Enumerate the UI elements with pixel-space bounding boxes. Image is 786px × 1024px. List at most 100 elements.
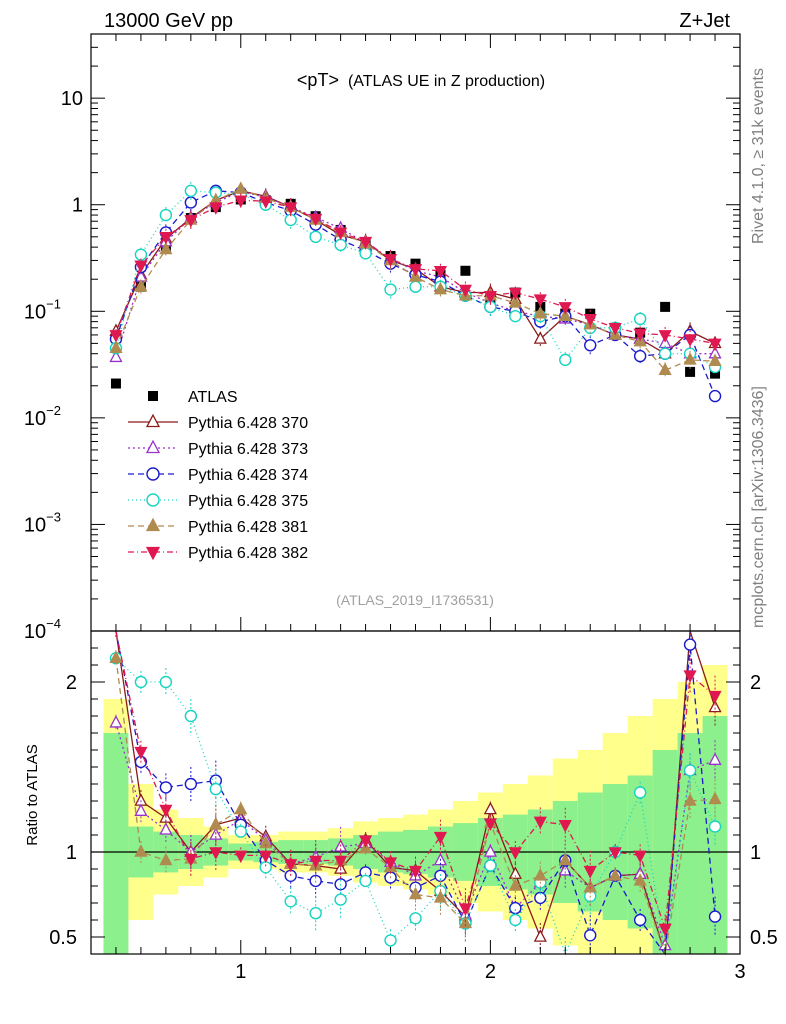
data-point [583,314,597,327]
data-point [309,213,323,227]
data-point [134,260,148,274]
data-point [284,202,298,215]
ratio-point [109,650,123,663]
ratio-point [159,822,173,835]
ratio-point [708,910,722,923]
data-point [234,195,248,209]
ratio-point [359,835,373,848]
header-right: Z+Jet [679,10,730,32]
ratio-point [134,746,148,760]
ratio-series-5 [115,630,722,943]
ratio-point [433,890,448,903]
y-tick-base: 10 [24,408,46,430]
ratio-series-4 [109,650,722,955]
data-point [633,312,647,326]
ratio-point [633,873,647,886]
data-point [433,266,448,279]
data-point [159,208,173,222]
legend-item-4: Pythia 6.428 375 [128,493,308,510]
y-tick-exp: −4 [46,616,61,631]
data-point [708,389,722,403]
data-point [109,340,123,354]
ratio-point [109,715,123,728]
ratio-point [284,895,297,908]
data-point [584,339,597,352]
y-tick-label: 10−3 [24,509,61,536]
ratio-point [334,855,348,869]
ratio-point [533,868,547,881]
series-6 [109,193,722,352]
y-tick-base: 10 [24,514,46,536]
data-point [384,283,397,296]
ratio-point [708,791,722,805]
data-point [708,338,722,352]
ratio-point [633,850,647,864]
ratio-point [483,818,497,831]
data-point [259,196,273,209]
ratio-point [309,907,322,920]
data-point [585,308,596,319]
ratio-point [683,764,697,777]
x-tick-label: 2 [485,961,496,983]
legend-marker [148,391,158,401]
ratio-point [509,901,522,915]
legend-label: Pythia 6.428 370 [188,415,308,432]
ratio-point [508,878,522,891]
legend-label: Pythia 6.428 381 [188,519,308,536]
chart-title: <pT> (ATLAS UE in Z production) [297,70,545,90]
legend-label: Pythia 6.428 375 [188,493,308,510]
ratio-point [633,913,647,927]
ratio-point [184,854,198,867]
data-point [658,362,672,375]
ratio-point [234,801,248,815]
legend-label: Pythia 6.428 373 [188,441,308,458]
ratio-point [184,777,198,791]
ratio-point [484,859,497,872]
legend-item-1: Pythia 6.428 370 [128,413,308,432]
ratio-point [159,675,173,689]
data-point [334,238,347,252]
legend-item-5: Pythia 6.428 381 [128,517,308,536]
legend-marker [145,439,161,454]
y-tick-base: 10 [24,621,46,643]
ratio-ylabel: Ratio to ATLAS [24,744,41,845]
data-point [558,308,572,321]
ratio-point [134,803,148,816]
ratio-point [458,915,472,929]
data-point [483,290,497,304]
y-tick-label: 10−2 [24,403,61,430]
ratio-point [708,820,722,833]
ratio-point [433,831,448,845]
ratio-point [508,866,522,879]
ratio-y-tick-label-right: 1 [750,842,761,864]
ratio-point [533,929,547,942]
y-tick-label: 1 [72,195,83,217]
data-point [508,295,522,308]
ratio-point [683,638,697,651]
ratio-point [359,874,372,888]
ratio-y-tick-label: 0.5 [49,927,77,949]
y-tick-exp: −3 [46,509,61,524]
data-point [109,330,123,343]
data-point [234,181,248,194]
data-point [633,328,647,342]
ratio-point [259,861,272,874]
ratio-point [608,868,622,881]
y-tick-base: 10 [24,301,46,323]
ratio-point [558,852,572,866]
ratio-point [409,912,422,925]
ratio-point [134,844,148,857]
y-tick-label: 10 [61,88,83,110]
data-point [159,241,173,255]
series-line [115,190,716,397]
data-point [433,281,448,295]
y-tick-label: 10−1 [24,296,61,323]
ratio-point [583,879,597,893]
x-tick-label: 3 [734,961,745,983]
ratio-point [159,781,173,794]
legend-marker [145,413,161,428]
y-tick-exp: −1 [46,296,61,311]
y-tick-exp: −2 [46,403,61,418]
ratio-point [533,816,547,830]
